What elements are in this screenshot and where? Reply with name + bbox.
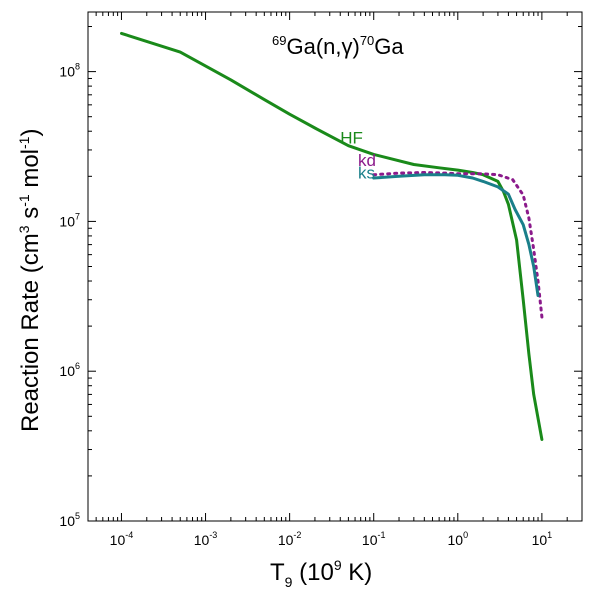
tick-layer: 10-4 10-3 10-2 10-1 100 101 105 106 107 108 (59, 12, 583, 548)
series-line-hf (120, 31, 544, 441)
series-layer (120, 31, 544, 441)
series-label-hf: HF (340, 129, 363, 148)
y-tick-label: 105 (59, 511, 80, 529)
x-tick-label: 100 (448, 530, 469, 548)
y-tick-label: 108 (59, 62, 80, 80)
y-axis-title: Reaction Rate (cm3 s-1 mol-1) (16, 129, 44, 432)
series-line-kd (372, 171, 544, 319)
x-tick-label: 101 (532, 530, 553, 548)
x-axis-title: T9 (109 K) (270, 557, 372, 590)
x-tick-label: 10-4 (110, 530, 134, 548)
series-label-ks: ks (358, 164, 375, 183)
x-tick-label: 10-1 (362, 530, 386, 548)
x-tick-label: 10-2 (278, 530, 302, 548)
y-tick-label: 107 (59, 211, 80, 229)
plot-frame (87, 11, 583, 522)
y-tick-label: 106 (59, 361, 80, 379)
series-line-ks (372, 173, 540, 297)
chart-title: 69Ga(n,γ)70Ga (272, 33, 404, 59)
x-tick-label: 10-3 (194, 530, 218, 548)
series-label-kd: kd (358, 151, 376, 170)
